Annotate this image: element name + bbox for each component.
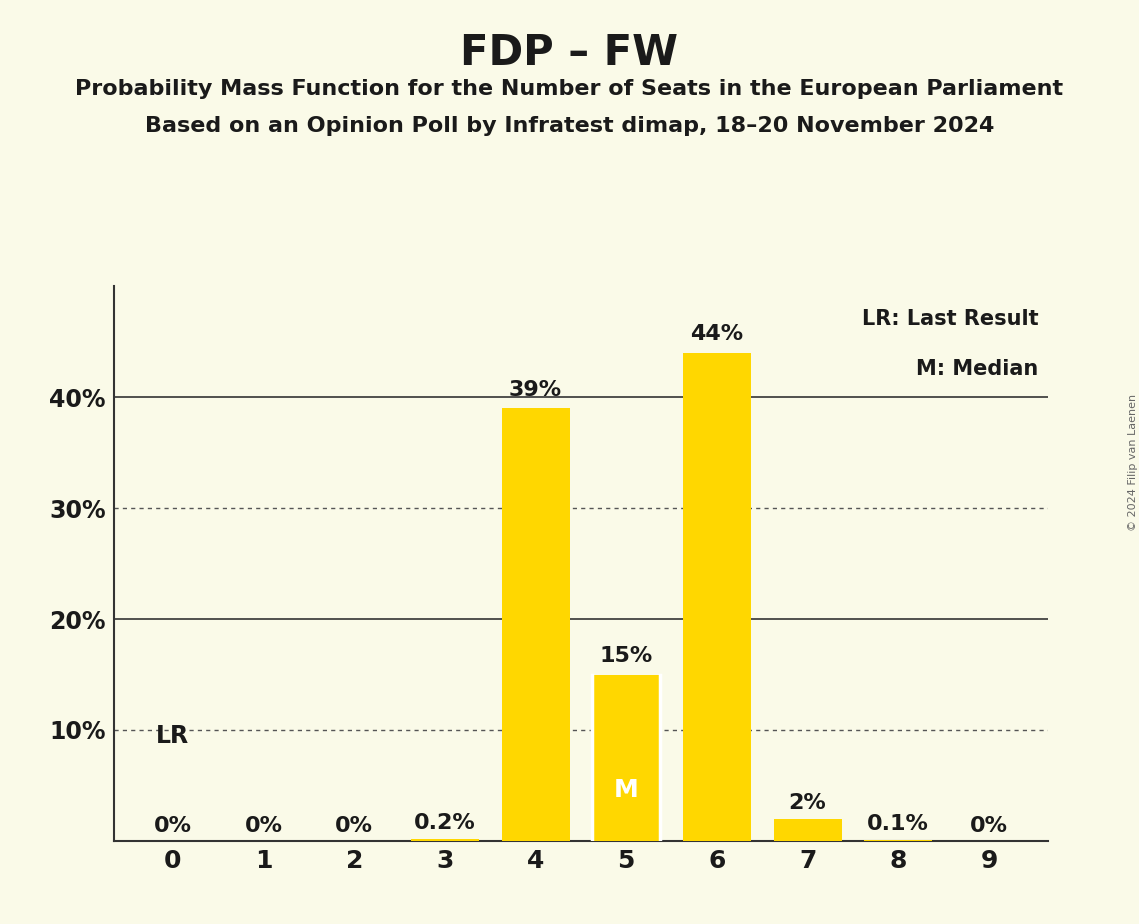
Text: 2%: 2%: [788, 793, 827, 813]
Text: M: M: [614, 778, 639, 802]
Text: FDP – FW: FDP – FW: [460, 32, 679, 74]
Text: Based on an Opinion Poll by Infratest dimap, 18–20 November 2024: Based on an Opinion Poll by Infratest di…: [145, 116, 994, 136]
Text: 39%: 39%: [509, 380, 563, 399]
Text: M: Median: M: Median: [916, 359, 1039, 379]
Bar: [501, 408, 570, 841]
Bar: [411, 839, 478, 841]
Text: Probability Mass Function for the Number of Seats in the European Parliament: Probability Mass Function for the Number…: [75, 79, 1064, 99]
Text: 0.2%: 0.2%: [413, 813, 476, 833]
Text: © 2024 Filip van Laenen: © 2024 Filip van Laenen: [1129, 394, 1138, 530]
Text: 0%: 0%: [245, 817, 282, 836]
Text: 0%: 0%: [154, 817, 191, 836]
Text: LR: Last Result: LR: Last Result: [862, 309, 1039, 329]
Text: 15%: 15%: [599, 646, 653, 665]
Text: 0%: 0%: [335, 817, 374, 836]
Bar: [592, 675, 661, 841]
Text: LR: LR: [156, 723, 189, 748]
Bar: [865, 840, 932, 841]
Bar: [683, 353, 751, 841]
Text: 44%: 44%: [690, 324, 744, 344]
Text: 0.1%: 0.1%: [867, 814, 929, 834]
Bar: [773, 819, 842, 841]
Text: 0%: 0%: [970, 817, 1008, 836]
